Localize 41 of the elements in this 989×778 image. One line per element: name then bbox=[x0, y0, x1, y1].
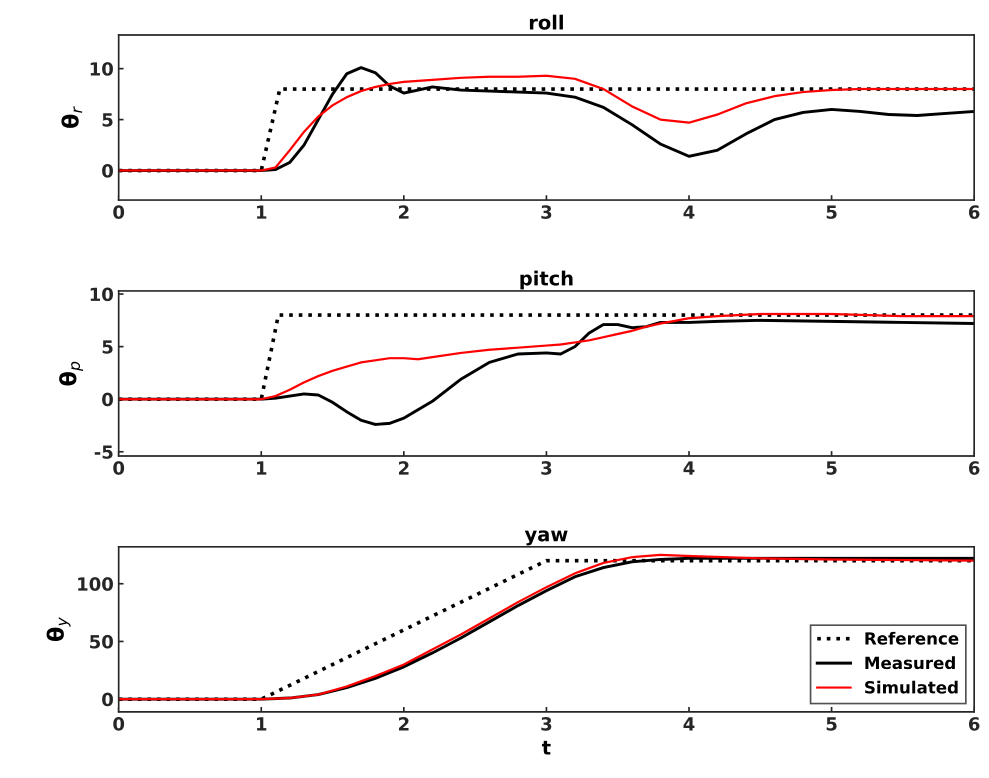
x-tick-label: 2 bbox=[398, 205, 409, 219]
x-tick-label: 5 bbox=[826, 206, 837, 219]
x-tick-label: 5 bbox=[826, 717, 837, 731]
legend-label: Reference bbox=[865, 632, 958, 645]
y-tick-label: 0 bbox=[102, 164, 113, 178]
x-tick-label: 0 bbox=[113, 205, 124, 219]
x-axis-title: t bbox=[542, 740, 551, 755]
y-tick-label: 50 bbox=[90, 634, 113, 649]
y-tick-label: 0 bbox=[102, 392, 113, 406]
chart-title: pitch bbox=[520, 270, 573, 290]
x-tick-label: 4 bbox=[684, 717, 694, 730]
x-tick-label: 4 bbox=[684, 206, 694, 219]
x-tick-label: 6 bbox=[969, 461, 980, 475]
x-tick-label: 1 bbox=[257, 461, 266, 475]
x-tick-label: 3 bbox=[541, 461, 552, 475]
x-tick-label: 0 bbox=[113, 461, 124, 475]
x-tick-label: 0 bbox=[113, 717, 124, 731]
x-tick-label: 6 bbox=[969, 717, 980, 731]
chart-title: yaw bbox=[524, 530, 568, 546]
legend-label: Measured bbox=[865, 656, 955, 670]
x-tick-label: 4 bbox=[684, 461, 694, 475]
x-tick-label: 2 bbox=[398, 717, 409, 730]
y-axis-title: θ$_{r}$ bbox=[61, 106, 82, 128]
x-tick-label: 1 bbox=[257, 717, 266, 730]
y-tick-label: 5 bbox=[102, 113, 113, 127]
y-tick-label: 10 bbox=[90, 288, 113, 302]
chart-title: roll bbox=[530, 14, 563, 30]
x-tick-label: 1 bbox=[257, 206, 266, 219]
y-tick-label: 0 bbox=[102, 692, 113, 706]
x-tick-label: 6 bbox=[969, 205, 980, 219]
y-tick-label: 10 bbox=[90, 62, 113, 76]
legend-label: Simulated bbox=[865, 680, 958, 694]
x-tick-label: 2 bbox=[398, 461, 409, 475]
y-tick-label: -5 bbox=[94, 445, 113, 459]
y-tick-label: 100 bbox=[78, 577, 113, 591]
x-tick-label: 3 bbox=[541, 205, 552, 219]
y-axis-title: θ$_{y}$ bbox=[46, 617, 71, 642]
y-tick-label: 5 bbox=[102, 340, 113, 354]
y-axis-title: θ$_{p}$ bbox=[59, 362, 84, 386]
x-tick-label: 3 bbox=[541, 717, 552, 731]
x-tick-label: 5 bbox=[826, 461, 837, 475]
